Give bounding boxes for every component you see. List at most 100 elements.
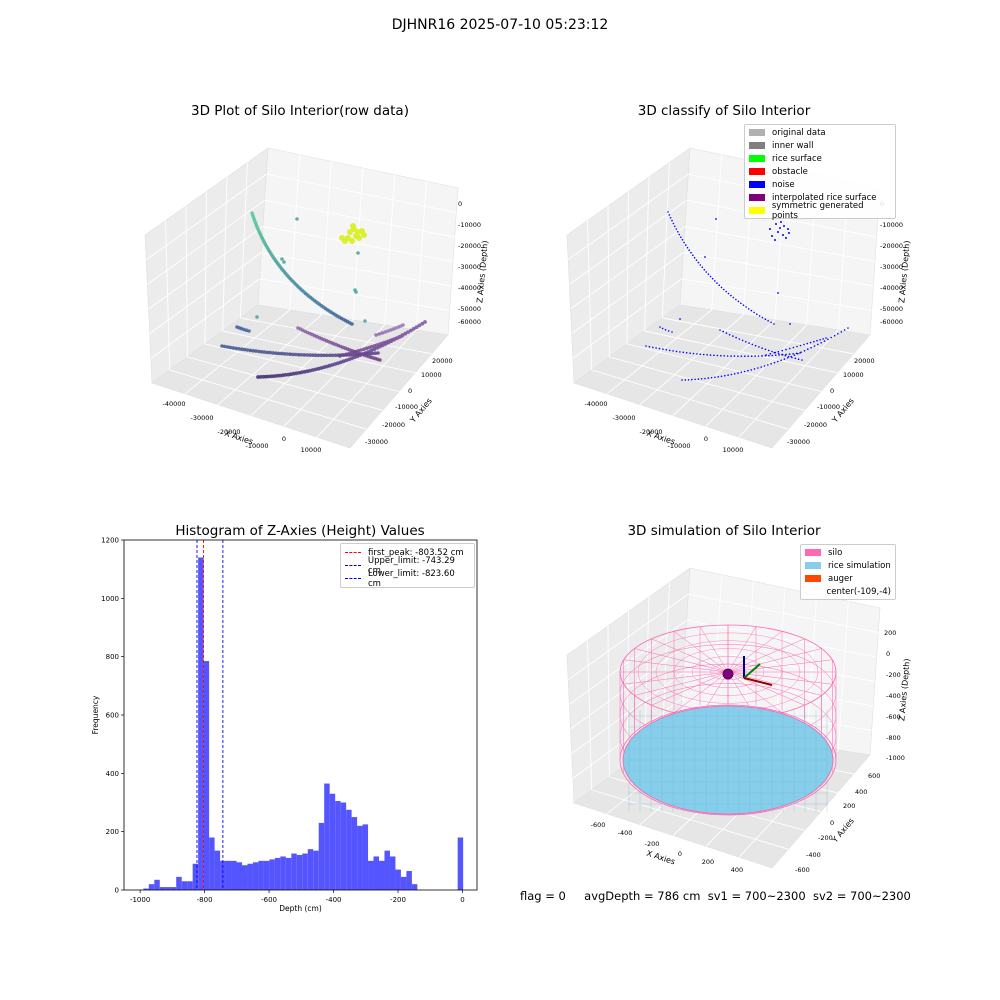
silo-spoke <box>727 671 833 685</box>
noise-point <box>652 346 654 349</box>
noise-point <box>741 339 744 342</box>
y-tick-label: -30000 <box>787 438 810 446</box>
histogram-bar <box>181 881 188 890</box>
noise-point <box>693 256 696 259</box>
y-tick-label: 20000 <box>432 357 453 365</box>
noise-point <box>730 294 732 297</box>
raw-point <box>267 374 271 379</box>
noise-point <box>664 329 667 331</box>
noise-point <box>696 353 698 355</box>
legend-item: symmetric generated points <box>745 201 895 221</box>
legend-item: interpolated rice surface <box>745 191 895 204</box>
silo-spoke <box>634 648 729 673</box>
noise-point <box>754 355 756 357</box>
noise-point <box>687 379 690 381</box>
noise-point <box>791 356 793 359</box>
silo-bottom-rim <box>619 704 837 816</box>
noise-point <box>661 327 664 330</box>
y-tick-label: 400 <box>106 770 119 778</box>
y-tick-label: 200 <box>843 802 855 810</box>
z-tick-label: -50000 <box>458 305 481 313</box>
x-tick-label: -30000 <box>190 414 213 422</box>
noise-point <box>761 347 763 349</box>
histogram-bar <box>457 837 464 890</box>
raw-point <box>285 352 290 356</box>
noise-point <box>745 306 747 308</box>
noise-point <box>797 352 799 355</box>
histogram-bar <box>400 876 407 891</box>
noise-point <box>777 350 780 353</box>
histogram-bar <box>247 863 253 890</box>
silo-spoke <box>727 671 805 706</box>
noise-point <box>775 223 777 225</box>
z-tick-label: -40000 <box>880 284 903 292</box>
raw-point <box>338 354 342 358</box>
noise-point <box>792 353 794 355</box>
raw-point <box>295 217 299 221</box>
grid-line <box>572 698 682 779</box>
y-tick-label: -30000 <box>365 438 388 446</box>
z-tick-label: -400 <box>886 692 901 700</box>
raw-point <box>344 352 349 357</box>
grid-line <box>240 317 432 355</box>
noise-point <box>761 316 764 319</box>
noise-point <box>669 217 672 219</box>
raw-point <box>333 353 338 358</box>
noise-point <box>788 232 790 234</box>
noise-point <box>740 355 743 358</box>
silo-spoke <box>673 671 729 713</box>
x-tick-label: 400 <box>731 866 743 874</box>
raw-point <box>359 348 363 352</box>
noise-point <box>732 335 734 337</box>
noise-point <box>671 219 673 222</box>
histogram-bar <box>148 884 155 890</box>
noise-point <box>823 340 826 342</box>
noise-point <box>709 354 712 356</box>
noise-point <box>679 318 681 320</box>
raw-point <box>265 350 270 355</box>
noise-point <box>697 261 700 264</box>
raw-point <box>294 371 299 376</box>
raw-point <box>420 321 425 326</box>
histogram-bar <box>368 860 374 890</box>
noise-point <box>672 222 675 225</box>
histogram-bar <box>209 837 215 890</box>
legend-item: original data <box>745 126 895 139</box>
histogram-title: Histogram of Z-Axies (Height) Values <box>175 523 425 539</box>
raw-point <box>319 353 324 358</box>
classify-legend: original data inner wall rice surface obsta… <box>744 124 896 221</box>
noise-point <box>767 364 769 366</box>
sv2-text: sv2 = 700~2300 <box>812 889 911 903</box>
legend-label: Lower_limit: -823.60 cm <box>367 568 455 589</box>
raw-point <box>409 328 413 333</box>
noise-point <box>788 353 791 355</box>
x-tick-label: -30000 <box>612 414 635 422</box>
y-tick-label: -200 <box>818 834 833 842</box>
raw-point <box>374 333 378 337</box>
raw-point <box>288 352 292 357</box>
noise-point <box>780 221 782 223</box>
raw-point <box>251 349 255 353</box>
noise-point <box>799 352 801 354</box>
noise-point <box>771 235 773 237</box>
raw-point <box>242 347 247 352</box>
noise-point <box>782 234 784 236</box>
noise-point <box>732 296 735 299</box>
histogram-bar <box>379 860 385 890</box>
histogram-bar <box>274 857 281 890</box>
histogram-bar <box>280 856 286 890</box>
noise-point <box>788 347 791 350</box>
noise-point <box>716 282 718 284</box>
noise-point <box>685 244 687 246</box>
legend-item: obstacle <box>745 165 895 178</box>
noise-point <box>692 352 695 355</box>
raw-point <box>254 349 258 353</box>
raw-point <box>401 323 405 327</box>
noise-point <box>756 313 758 316</box>
status-footer: flag = 0 avgDepth = 786 cm sv1 = 700~230… <box>520 889 911 903</box>
noise-point <box>728 333 731 336</box>
raw-point <box>356 235 362 241</box>
legend-item: auger <box>801 572 895 585</box>
histogram-bar <box>203 661 210 890</box>
raw-point <box>316 353 321 358</box>
